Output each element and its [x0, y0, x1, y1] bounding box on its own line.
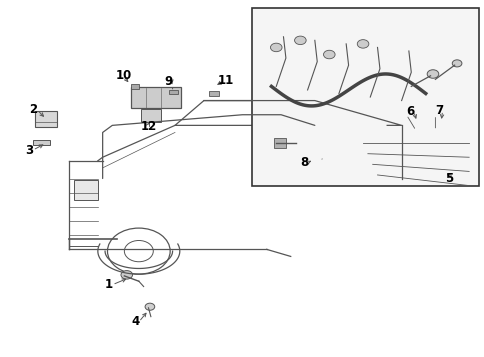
Text: 4: 4 [131, 316, 139, 328]
Text: 7: 7 [435, 104, 442, 117]
Bar [74, 180, 98, 200]
Bar [130, 84, 139, 89]
Bar [169, 90, 178, 94]
Bar [273, 139, 285, 149]
Circle shape [323, 50, 334, 59]
Text: 9: 9 [164, 75, 172, 87]
Text: 5: 5 [444, 172, 453, 185]
Circle shape [426, 70, 438, 78]
Bar [35, 111, 57, 127]
Text: 11: 11 [217, 74, 233, 87]
Polygon shape [32, 140, 49, 145]
Text: 6: 6 [406, 105, 414, 118]
Text: 2: 2 [30, 103, 37, 116]
Circle shape [294, 36, 305, 45]
Text: 8: 8 [300, 156, 308, 169]
Text: 3: 3 [26, 144, 33, 157]
FancyBboxPatch shape [130, 87, 181, 109]
Circle shape [357, 40, 368, 48]
Bar [208, 91, 219, 96]
Text: 12: 12 [140, 120, 156, 133]
Bar [252, 9, 478, 186]
Text: 10: 10 [116, 69, 132, 82]
Text: 1: 1 [105, 278, 113, 291]
Circle shape [121, 271, 132, 279]
Circle shape [452, 60, 461, 67]
Circle shape [270, 43, 282, 52]
Bar [141, 110, 160, 122]
Circle shape [145, 303, 154, 310]
